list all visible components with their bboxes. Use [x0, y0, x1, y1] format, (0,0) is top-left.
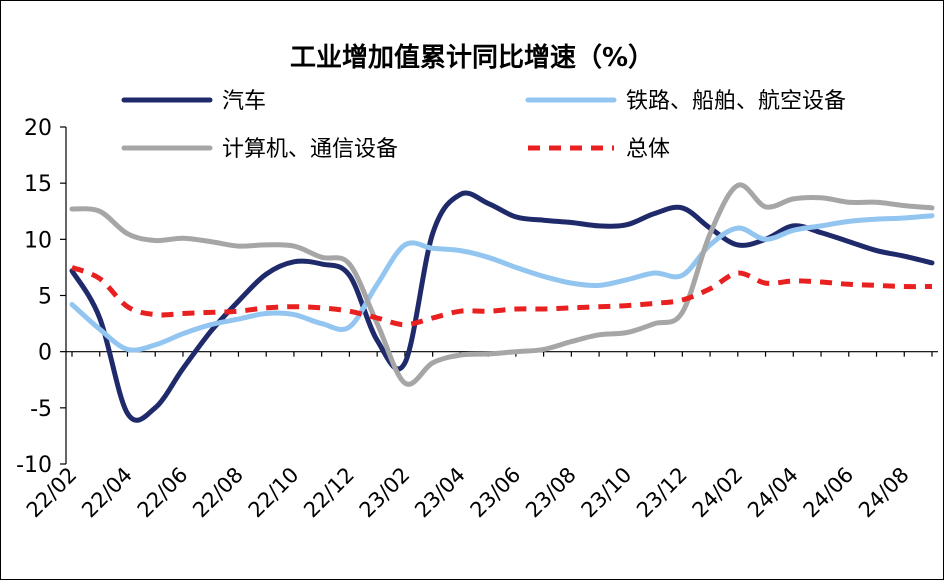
legend-label-2: 计算机、通信设备	[222, 137, 398, 162]
y-tick-label: 15	[24, 172, 52, 197]
series-line-0	[69, 190, 935, 423]
y-tick-label: 0	[38, 341, 52, 366]
series-line-1	[69, 213, 935, 353]
series-line-2	[69, 182, 935, 387]
legend-label-3: 总体	[626, 137, 670, 162]
y-tick-label: 10	[24, 228, 52, 253]
y-tick-label: -5	[30, 397, 52, 422]
y-tick-label: 5	[38, 285, 52, 310]
series-line-3	[71, 265, 933, 328]
chart-title: 工业增加值累计同比增速（%）	[290, 42, 654, 73]
y-tick-label: 20	[24, 116, 52, 141]
y-tick-label: -10	[16, 453, 52, 478]
legend-label-1: 铁路、船舶、航空设备	[626, 89, 846, 114]
plot-lines	[69, 182, 935, 423]
y-axis: -10 -5 0 5 10 15 20	[16, 116, 67, 478]
legend-label-0: 汽车	[222, 89, 266, 114]
